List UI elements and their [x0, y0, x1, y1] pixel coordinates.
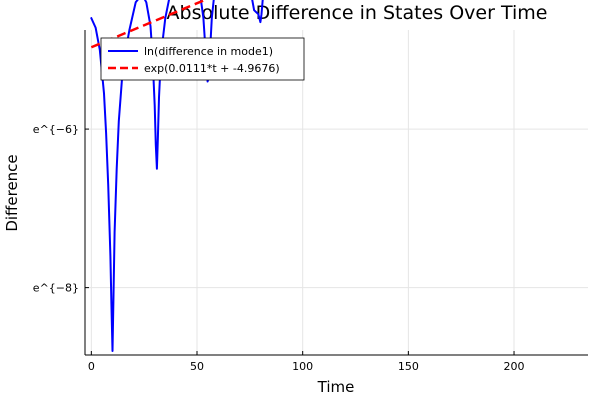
series-line-fit	[90, 0, 209, 49]
legend: ln(difference in mode1) exp(0.0111*t + -…	[100, 37, 305, 81]
series-line-mode1	[90, 0, 264, 352]
x-tick-label: 0	[88, 360, 95, 373]
x-tick-label: 100	[292, 360, 313, 373]
x-axis-label: Time	[317, 378, 355, 396]
chart-title: Absolute Difference in States Over Time	[167, 2, 548, 24]
grid-layer	[85, 30, 588, 355]
x-tick-label: 200	[504, 360, 525, 373]
series-layer	[90, 0, 264, 352]
x-tick-label: 150	[398, 360, 419, 373]
x-tick-label: 50	[190, 360, 204, 373]
legend-box	[100, 37, 305, 81]
legend-label-mode1: ln(difference in mode1)	[144, 45, 273, 58]
y-axis-label: Difference	[3, 154, 21, 231]
legend-label-fit: exp(0.0111*t + -4.9676)	[144, 62, 280, 75]
y-tick-label: e^{−8}	[33, 282, 79, 295]
y-tick-label: e^{−6}	[33, 123, 79, 136]
